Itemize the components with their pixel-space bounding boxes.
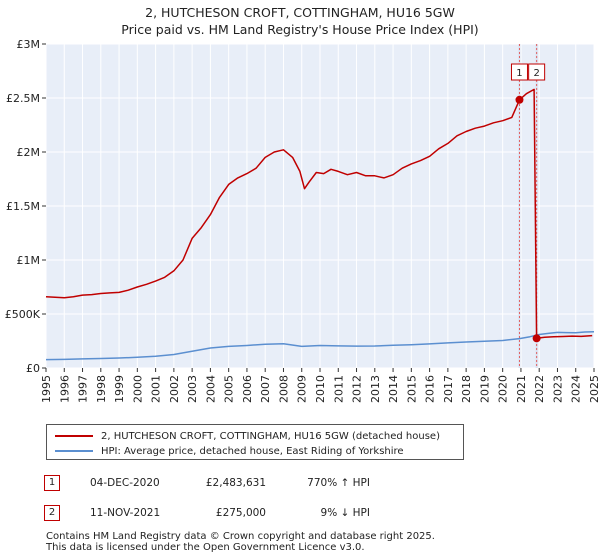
x-tick-label: 2000 <box>131 375 144 403</box>
x-tick-label: 2023 <box>551 375 564 403</box>
marker-badge-label: 1 <box>516 68 522 79</box>
x-tick-label: 2010 <box>314 375 327 403</box>
x-tick-label: 1996 <box>58 375 71 403</box>
x-tick-label: 2018 <box>460 375 473 403</box>
transaction-date: 04-DEC-2020 <box>90 477 160 489</box>
legend-swatch-property <box>55 435 93 437</box>
x-tick-label: 2005 <box>223 375 236 403</box>
marker-badge <box>528 63 546 81</box>
transaction-badge: 1 <box>44 475 60 491</box>
footer-line2: This data is licensed under the Open Gov… <box>46 542 365 553</box>
x-tick-label: 2013 <box>369 375 382 403</box>
y-tick-label: £1.5M <box>6 200 40 213</box>
series-line <box>45 88 593 340</box>
footer-attribution: Contains HM Land Registry data © Crown c… <box>46 531 586 553</box>
x-tick-label: 2006 <box>241 375 254 403</box>
legend-item-hpi: HPI: Average price, detached house, East… <box>55 444 404 458</box>
transaction-price: £275,000 <box>215 507 266 519</box>
transaction-point <box>532 334 541 343</box>
x-tick-label: 2016 <box>424 375 437 403</box>
x-tick-label: 2020 <box>497 375 510 403</box>
x-tick-label: 1999 <box>113 375 126 403</box>
transaction-hpi-change: 770% ↑ HPI <box>307 477 370 489</box>
x-tick-label: 2007 <box>259 375 272 403</box>
series-lines <box>45 88 595 361</box>
x-tick-label: 2025 <box>588 375 600 403</box>
x-tick-label: 2004 <box>204 375 217 403</box>
chart-title-line2: Price paid vs. HM Land Registry's House … <box>121 22 479 37</box>
x-tick-label: 2019 <box>478 375 491 403</box>
x-tick-label: 1997 <box>77 375 90 403</box>
x-tick-label: 2001 <box>150 375 163 403</box>
chart-title-line1: 2, HUTCHESON CROFT, COTTINGHAM, HU16 5GW <box>145 5 455 20</box>
transaction-date: 11-NOV-2021 <box>90 507 161 519</box>
x-tick-label: 2022 <box>533 375 546 403</box>
x-axis-ticks: 1995 1996 1997 1998 1999 2000 2001 2002 2003 2004… <box>40 368 600 403</box>
y-tick-label: £1M <box>17 254 41 267</box>
y-tick-label: £500K <box>5 308 41 321</box>
x-tick-label: 2015 <box>405 375 418 403</box>
x-tick-label: 2003 <box>186 375 199 403</box>
transaction-row: 2 11-NOV-2021 £275,000 9% ↓ HPI <box>0 503 600 525</box>
x-tick-label: 2009 <box>296 375 309 403</box>
y-tick-label: £2M <box>17 146 41 159</box>
legend-swatch-hpi <box>55 450 93 452</box>
transaction-point <box>515 95 524 104</box>
x-tick-label: 2017 <box>442 375 455 403</box>
legend-label-property: 2, HUTCHESON CROFT, COTTINGHAM, HU16 5GW… <box>101 430 440 442</box>
x-tick-label: 1995 <box>40 375 53 403</box>
series-line <box>45 331 595 361</box>
y-tick-label: £0 <box>26 362 40 375</box>
marker-badge-label: 2 <box>533 68 539 79</box>
transaction-hpi-change: 9% ↓ HPI <box>320 507 370 519</box>
transaction-row: 1 04-DEC-2020 £2,483,631 770% ↑ HPI <box>0 473 600 495</box>
x-tick-label: 2011 <box>332 375 345 403</box>
legend: 2, HUTCHESON CROFT, COTTINGHAM, HU16 5GW… <box>46 424 464 460</box>
y-tick-label: £3M <box>17 38 41 51</box>
transaction-price: £2,483,631 <box>205 477 266 489</box>
footer-line1: Contains HM Land Registry data © Crown c… <box>46 531 435 542</box>
x-tick-label: 2014 <box>387 375 400 403</box>
x-tick-label: 1998 <box>95 375 108 403</box>
x-tick-label: 2002 <box>168 375 181 403</box>
chart-title: 2, HUTCHESON CROFT, COTTINGHAM, HU16 5GW… <box>0 4 600 38</box>
x-tick-label: 2021 <box>515 375 528 403</box>
marker-badge <box>510 63 528 81</box>
legend-label-hpi: HPI: Average price, detached house, East… <box>101 445 404 457</box>
legend-item-property: 2, HUTCHESON CROFT, COTTINGHAM, HU16 5GW… <box>55 429 440 443</box>
x-tick-label: 2012 <box>351 375 364 403</box>
transaction-badge: 2 <box>44 505 60 521</box>
x-tick-label: 2008 <box>277 375 290 403</box>
x-tick-label: 2024 <box>570 375 583 403</box>
y-axis-ticks: £0 £500K £1M £1.5M £2M £2.5M £3M <box>5 38 46 375</box>
y-tick-label: £2.5M <box>6 92 40 105</box>
